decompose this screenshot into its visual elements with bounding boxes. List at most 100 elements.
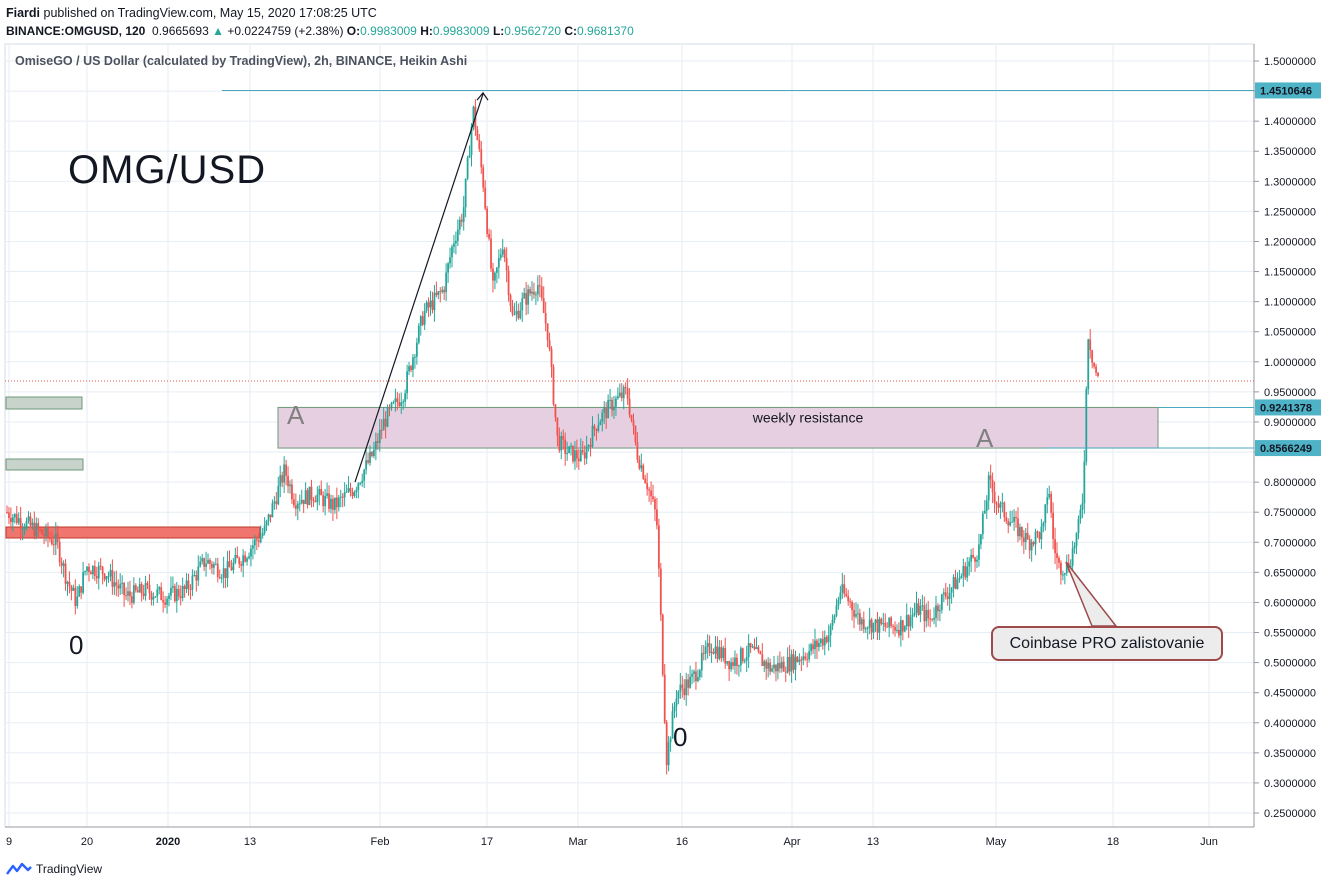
candle-body [786, 656, 789, 673]
candle-body [780, 661, 783, 669]
candle-body [103, 573, 106, 580]
candle-body [833, 615, 836, 620]
candle-body [236, 555, 239, 559]
candle-body [927, 610, 930, 619]
candle-body [775, 664, 777, 672]
candle-body [449, 257, 451, 264]
candle-body [486, 208, 489, 235]
candle-body [665, 722, 668, 766]
candle-body [1032, 542, 1035, 545]
y-tick-label: 0.4000000 [1264, 718, 1316, 730]
candle-body [91, 566, 94, 575]
candle-body [741, 648, 744, 662]
candle-body [49, 537, 51, 540]
wave-label-0-2: 0 [673, 722, 688, 752]
candle-body [386, 407, 389, 427]
candle-body [82, 572, 85, 593]
candle-body [987, 475, 990, 501]
y-tick-label: 0.3000000 [1264, 778, 1316, 790]
time-axis[interactable]: 9 20 2020 13 Feb 17 Mar 16 Apr 13 May 18 Jun [5, 826, 1254, 848]
candle-body [99, 565, 102, 567]
candle-body [777, 663, 779, 672]
candle-body [228, 561, 231, 568]
candle-body [872, 623, 875, 633]
candle-body [337, 497, 340, 508]
candle-body [595, 429, 598, 431]
y-tick-label: 1.2500000 [1264, 206, 1316, 218]
candle-body [119, 584, 122, 589]
candle-body [371, 451, 373, 456]
candle-body [279, 475, 282, 486]
tradingview-logo-icon[interactable] [6, 862, 32, 876]
candle-body [784, 671, 787, 673]
price-labels: 1.4510646 0.9241378 0.8566249 [1255, 82, 1321, 457]
candle-body [423, 310, 426, 325]
support-box [5, 526, 261, 539]
candle-body [132, 585, 135, 603]
candle-body [171, 586, 174, 588]
candle-body [1063, 573, 1066, 575]
candle-body [1095, 366, 1097, 373]
candle-body [179, 596, 182, 599]
candle-body [1089, 339, 1092, 351]
change: +0.0224759 (+2.38%) [227, 24, 344, 38]
candle-body [398, 402, 401, 406]
candle-body [95, 575, 98, 579]
candle-body [892, 625, 894, 627]
candle-body [275, 501, 278, 505]
candle-body [759, 651, 762, 655]
y-tick-label: 0.7500000 [1264, 507, 1316, 519]
candle-body [736, 657, 738, 667]
candle-body [25, 520, 28, 529]
candle-body [160, 587, 163, 601]
candle-body [191, 575, 194, 590]
footer-brand[interactable]: TradingView [36, 862, 103, 876]
wave-label-a2: A [976, 423, 994, 453]
candle-body [671, 711, 674, 739]
candle-body [691, 673, 693, 677]
candle-body [669, 738, 672, 743]
candle-body [267, 514, 270, 521]
candle-body [458, 219, 461, 230]
author[interactable]: Fiardi [6, 6, 41, 20]
candle-body [950, 587, 953, 593]
candle-body [724, 648, 727, 664]
symbol[interactable]: BINANCE:OMGUSD, 120 [6, 24, 146, 38]
candle-body [456, 229, 459, 241]
price-axis[interactable]: 1.50000001.45000001.40000001.35000001.30… [1253, 44, 1316, 827]
candle-body [1061, 574, 1064, 576]
candle-body [310, 486, 313, 500]
candle-body [259, 535, 262, 543]
candle-body [80, 586, 83, 593]
candle-body [993, 491, 996, 503]
candle-body [322, 495, 325, 507]
candle-body [765, 661, 768, 669]
candle-body [599, 421, 602, 426]
candle-body [855, 614, 857, 617]
candle-body [1005, 517, 1008, 522]
candle-body [862, 619, 865, 630]
candle-body [494, 272, 496, 281]
candle-body [1065, 562, 1068, 574]
candle-body [985, 500, 988, 511]
candle-body [743, 660, 746, 662]
candle-body [216, 563, 219, 577]
candle-body [581, 449, 584, 453]
candle-body [252, 545, 254, 549]
candle-body [944, 592, 947, 597]
candle-body [406, 371, 408, 394]
candle-body [472, 106, 475, 127]
candle-body [78, 586, 81, 597]
callout-box[interactable]: Coinbase PRO zalistovanie [991, 626, 1223, 661]
candle-body [170, 587, 172, 596]
candle-body [661, 614, 664, 675]
candle-body [642, 465, 645, 479]
candle-body [292, 499, 295, 506]
candle-body [667, 742, 670, 766]
candle-body [630, 414, 633, 421]
candle-body [464, 178, 467, 208]
candle-body [654, 499, 656, 510]
candle-body [226, 561, 229, 579]
candle-body [966, 566, 969, 578]
